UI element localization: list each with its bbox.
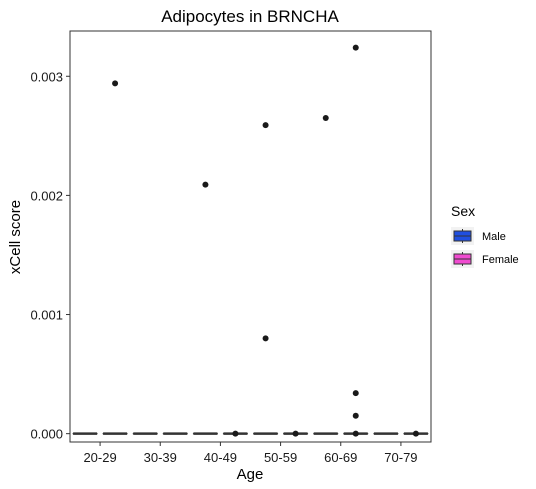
chart-title: Adipocytes in BRNCHA (161, 7, 339, 26)
outlier-point (262, 122, 269, 129)
legend-label-female: Female (482, 254, 519, 266)
x-tick-label: 60-69 (324, 450, 357, 465)
legend: Sex Male Female (451, 203, 519, 268)
outlier-point (112, 80, 119, 87)
outlier-point (352, 430, 359, 437)
legend-title: Sex (451, 203, 475, 219)
x-axis: 20-29 30-39 40-49 50-59 60-69 70-79 (83, 442, 418, 465)
outlier-point (352, 412, 359, 419)
x-tick-label: 30-39 (144, 450, 177, 465)
y-tick-label: 0.001 (30, 308, 63, 323)
legend-label-male: Male (482, 231, 506, 243)
outlier-point (202, 181, 209, 188)
y-tick-label: 0.000 (30, 427, 63, 442)
outlier-point (322, 114, 329, 121)
x-tick-label: 20-29 (83, 450, 116, 465)
outlier-point (232, 430, 239, 437)
outlier-point (412, 430, 419, 437)
outlier-point (292, 430, 299, 437)
x-axis-title: Age (237, 466, 264, 483)
plot-panel (69, 30, 432, 443)
y-axis-title: xCell score (7, 200, 24, 274)
x-tick-label: 70-79 (384, 450, 417, 465)
outlier-layer (112, 44, 419, 437)
x-tick-label: 40-49 (204, 450, 237, 465)
y-tick-label: 0.003 (30, 69, 63, 84)
y-axis: 0.000 0.001 0.002 0.003 (30, 69, 70, 442)
outlier-point (352, 390, 359, 397)
outlier-point (262, 335, 269, 342)
x-tick-label: 50-59 (264, 450, 297, 465)
y-tick-label: 0.002 (30, 188, 63, 203)
outlier-point (352, 44, 359, 51)
